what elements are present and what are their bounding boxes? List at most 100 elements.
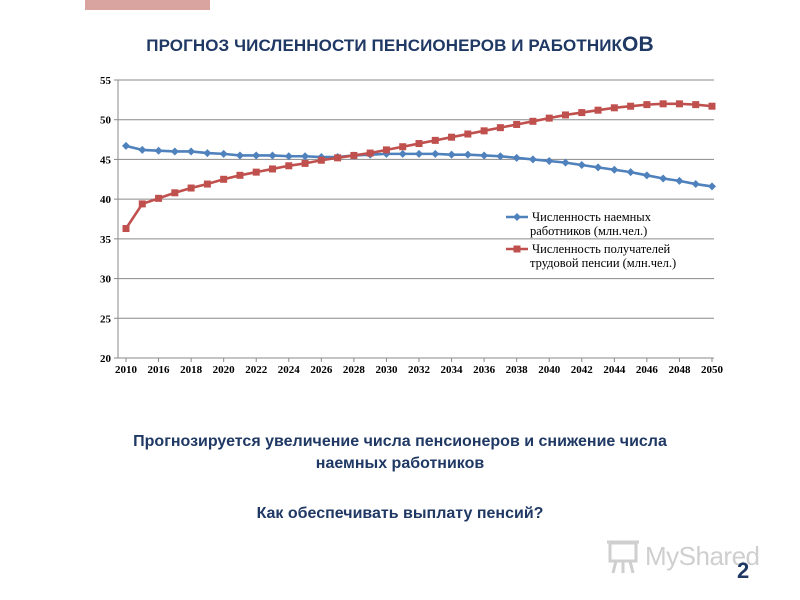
data-point <box>513 154 521 162</box>
data-point <box>676 100 683 107</box>
data-point <box>610 166 618 174</box>
data-point <box>464 131 471 138</box>
y-tick-label: 30 <box>100 274 112 286</box>
accent-bar <box>85 0 210 10</box>
y-tick-label: 20 <box>100 353 112 365</box>
data-point <box>171 147 179 155</box>
data-point <box>709 103 716 110</box>
legend-label-line-2: работников (млн.чел.) <box>530 224 647 238</box>
data-point <box>171 189 178 196</box>
x-tick-label: 2048 <box>668 364 691 376</box>
data-point <box>692 180 700 188</box>
data-point <box>415 150 423 158</box>
data-point <box>660 100 667 107</box>
data-point <box>562 111 569 118</box>
data-point <box>252 151 260 159</box>
presentation-board-icon <box>607 537 641 577</box>
slide-title-tail: ОВ <box>622 33 654 56</box>
question-text: Как обеспечивать выплату пенсий? <box>0 503 800 525</box>
x-tick-label: 2030 <box>375 364 398 376</box>
data-point <box>529 155 537 163</box>
x-tick-label: 2050 <box>701 364 724 376</box>
data-point <box>269 151 277 159</box>
x-tick-label: 2042 <box>571 364 594 376</box>
data-point <box>578 109 585 116</box>
x-tick-label: 2046 <box>636 364 659 376</box>
data-point <box>448 151 456 159</box>
data-point <box>399 143 406 150</box>
slide-title: ПРОГНОЗ ЧИСЛЕННОСТИ ПЕНСИОНЕРОВ И РАБОТН… <box>0 33 800 57</box>
legend-label-line-2: трудовой пенсии (млн.чел.) <box>530 256 676 270</box>
data-point <box>481 127 488 134</box>
x-tick-label: 2024 <box>278 364 301 376</box>
data-point <box>399 150 407 158</box>
data-point <box>546 115 553 122</box>
y-tick-label: 45 <box>100 154 112 166</box>
data-point <box>367 150 374 157</box>
data-point <box>708 182 716 190</box>
y-tick-label: 50 <box>100 115 112 127</box>
data-point <box>578 161 586 169</box>
data-point <box>643 101 650 108</box>
data-point <box>594 163 602 171</box>
legend-marker <box>514 246 521 253</box>
x-tick-label: 2016 <box>148 364 171 376</box>
data-point <box>545 157 553 165</box>
data-point <box>529 118 536 125</box>
data-point <box>334 154 341 161</box>
y-tick-label: 40 <box>100 194 112 206</box>
data-point <box>416 140 423 147</box>
x-tick-label: 2020 <box>213 364 236 376</box>
legend-label-line-1: Численность наемных <box>532 210 652 224</box>
data-point <box>122 142 130 150</box>
data-point <box>253 169 260 176</box>
data-point <box>513 121 520 128</box>
data-point <box>187 147 195 155</box>
data-point <box>659 174 667 182</box>
data-point <box>220 176 227 183</box>
data-point <box>611 104 618 111</box>
x-tick-label: 2032 <box>408 364 431 376</box>
data-point <box>431 150 439 158</box>
data-point <box>302 160 309 167</box>
data-point <box>236 151 244 159</box>
legend-marker <box>513 213 521 221</box>
data-point <box>383 146 390 153</box>
y-tick-label: 25 <box>100 313 112 325</box>
y-tick-label: 35 <box>100 234 112 246</box>
data-point <box>432 137 439 144</box>
forecast-text-line-2: наемных работников <box>0 453 800 475</box>
x-tick-label: 2040 <box>538 364 561 376</box>
x-tick-label: 2028 <box>343 364 366 376</box>
data-point <box>318 157 325 164</box>
data-point <box>627 168 635 176</box>
x-tick-label: 2038 <box>506 364 529 376</box>
data-point <box>269 165 276 172</box>
data-point <box>627 103 634 110</box>
data-point <box>204 181 211 188</box>
x-tick-label: 2010 <box>115 364 138 376</box>
x-tick-label: 2034 <box>441 364 464 376</box>
x-tick-label: 2026 <box>310 364 333 376</box>
data-point <box>155 147 163 155</box>
data-point <box>285 162 292 169</box>
page-number: 2 <box>737 558 749 584</box>
x-tick-label: 2036 <box>473 364 496 376</box>
data-point <box>464 151 472 159</box>
data-point <box>692 101 699 108</box>
forecast-text-line-1: Прогнозируется увеличение числа пенсионе… <box>0 431 800 453</box>
data-point <box>139 200 146 207</box>
forecast-text: Прогнозируется увеличение числа пенсионе… <box>0 431 800 475</box>
line-chart: 20 25 30 35 40 45 50 55 2010 2016 2018 2020 2022 2024… <box>0 60 800 390</box>
x-tick-label: 2044 <box>603 364 626 376</box>
data-point <box>643 171 651 179</box>
data-point <box>220 150 228 158</box>
data-point <box>155 195 162 202</box>
data-point <box>448 134 455 141</box>
data-point <box>595 107 602 114</box>
data-point <box>480 151 488 159</box>
slide-title-main: ПРОГНОЗ ЧИСЛЕННОСТИ ПЕНСИОНЕРОВ И РАБОТН… <box>146 36 622 55</box>
data-point <box>497 124 504 131</box>
data-point <box>350 152 357 159</box>
